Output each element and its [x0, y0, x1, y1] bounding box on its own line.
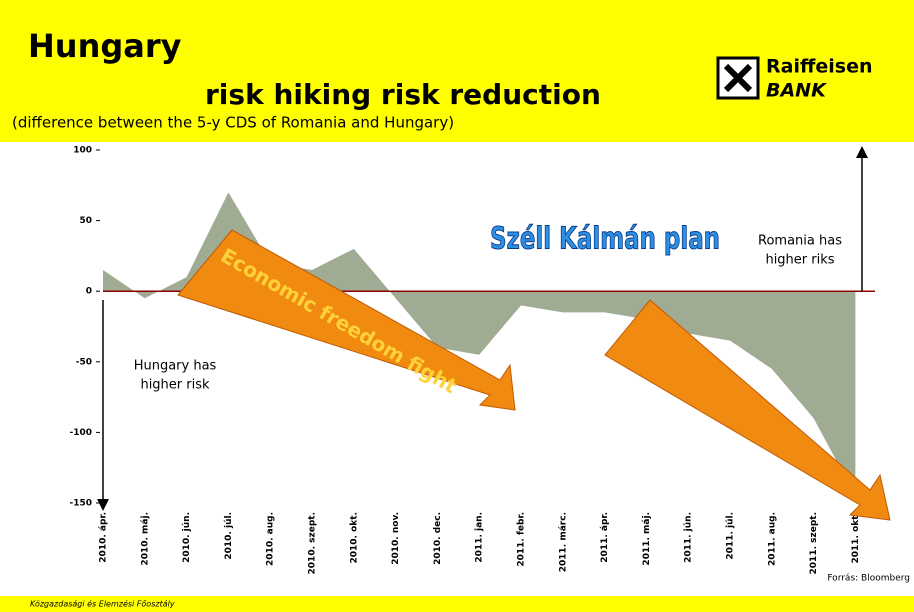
subtitle: (difference between the 5-y CDS of Roman… — [12, 114, 454, 132]
annotation: Romania has — [758, 234, 842, 249]
x-tick-label: 2011. jún. — [684, 512, 694, 563]
y-tick-label: -150 — [69, 499, 92, 509]
x-tick-label: 2010. jún. — [182, 512, 192, 563]
headline: risk hiking risk reduction — [205, 78, 601, 111]
y-tick-label: -50 — [76, 357, 92, 367]
x-tick-label: 2010. júl. — [224, 512, 234, 560]
area — [103, 192, 855, 496]
annotation: Széll Kálmán plan — [490, 222, 720, 257]
x-tick-label: 2011. jan. — [475, 512, 485, 563]
x-tick-label: 2011. okt. — [851, 512, 861, 564]
x-tick-label: 2011. márc. — [558, 512, 568, 572]
y-tick-label: 100 — [73, 146, 92, 156]
x-tick-label: 2011. szept. — [809, 512, 819, 574]
annotation: higher riks — [765, 253, 834, 268]
footer-text: Közgazdasági és Elemzési Főosztály — [30, 599, 175, 609]
x-tick-label: 2011. máj. — [642, 512, 652, 566]
annotation: higher risk — [140, 378, 210, 393]
x-tick-label: 2010. dec. — [433, 512, 443, 565]
title: Hungary — [28, 27, 182, 65]
x-tick-label: 2010. aug. — [266, 512, 276, 566]
source: Forrás: Bloomberg — [827, 574, 910, 584]
logo-text: BANK — [766, 80, 827, 102]
y-tick-label: 0 — [86, 287, 92, 297]
logo-text: Raiffeisen — [766, 56, 872, 78]
annotation: Hungary has — [134, 359, 217, 374]
x-tick-label: 2010. szept. — [308, 512, 318, 574]
y-tick-label: 50 — [79, 216, 92, 226]
x-tick-label: 2011. júl. — [726, 512, 736, 560]
x-tick-label: 2010. okt. — [349, 512, 359, 564]
x-tick-label: 2010. nov. — [391, 512, 401, 565]
x-tick-label: 2011. aug. — [767, 512, 777, 566]
y-tick-label: -100 — [69, 428, 92, 438]
x-tick-label: 2011. febr. — [517, 512, 527, 567]
x-tick-label: 2010. máj. — [140, 512, 150, 566]
slide: Hungary risk hiking risk reduction (diff… — [0, 0, 914, 612]
x-tick-label: 2011. ápr. — [600, 512, 610, 563]
x-tick-label: 2010. ápr. — [99, 512, 109, 563]
